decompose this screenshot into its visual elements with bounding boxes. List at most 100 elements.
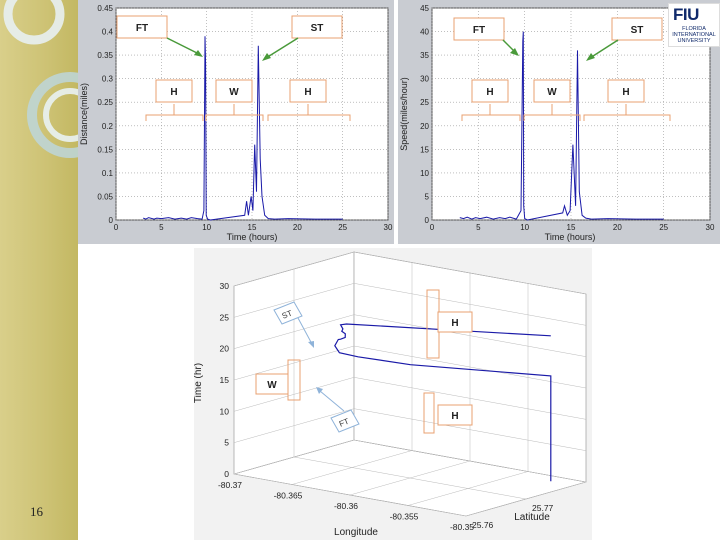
h-lower-label: H bbox=[451, 411, 458, 422]
time-tick-label: 25 bbox=[220, 312, 230, 322]
slide-sidebar: 16 bbox=[0, 0, 113, 540]
page-number: 16 bbox=[30, 504, 43, 519]
time-tick-label: 10 bbox=[220, 406, 230, 416]
st-box bbox=[611, 17, 663, 41]
latitude-tick-label: 25.76 bbox=[472, 520, 494, 530]
st-arrow bbox=[265, 37, 299, 59]
x-tick-label: 5 bbox=[476, 223, 481, 232]
y-tick-label: 45 bbox=[420, 4, 429, 13]
ft-box bbox=[116, 15, 168, 39]
y-tick-label: 0 bbox=[109, 216, 114, 225]
time-gridline bbox=[233, 283, 355, 318]
x-tick-label: 20 bbox=[293, 223, 302, 232]
y-tick-label: 5 bbox=[425, 192, 430, 201]
speed-y-axis-label: Speed(miles/hour) bbox=[399, 77, 409, 151]
distance-chart-panel: 0 5 10 15 20 25 30 0 0.05 0.1 0.15 0.2 0.25 0.3 0.35 0.… bbox=[78, 0, 394, 244]
longitude-tick-label: -80.355 bbox=[390, 512, 419, 522]
ft-arrow bbox=[319, 390, 345, 412]
x-tick-label: 0 bbox=[114, 223, 119, 232]
time-gridline bbox=[233, 408, 355, 443]
time-gridline bbox=[353, 251, 587, 295]
h1-label: H bbox=[486, 87, 493, 98]
ft-arrowhead bbox=[316, 387, 323, 394]
time-gridline bbox=[233, 439, 355, 475]
x-tick-label: 30 bbox=[706, 223, 715, 232]
x-tick-label: 25 bbox=[338, 223, 347, 232]
y-tick-label: 15 bbox=[420, 145, 429, 154]
st-arrow bbox=[297, 317, 313, 345]
distance-annotations: FT ST H W H bbox=[116, 15, 351, 121]
st-arrowhead bbox=[586, 53, 595, 61]
h1-bracket bbox=[461, 104, 521, 121]
h-upper-label: H bbox=[451, 318, 458, 329]
ft-arrow bbox=[166, 37, 200, 55]
h-upper-box bbox=[437, 311, 473, 333]
time-tick-label: 30 bbox=[220, 281, 230, 291]
h1-label: H bbox=[170, 87, 177, 98]
w-bracket bbox=[205, 104, 264, 121]
y-tick-label: 40 bbox=[420, 28, 429, 37]
st-box bbox=[273, 301, 303, 325]
h2-box bbox=[607, 79, 645, 103]
y-tick-label: 0.25 bbox=[97, 98, 113, 107]
x-tick-label: 30 bbox=[384, 223, 393, 232]
time-gridline bbox=[233, 251, 355, 287]
y-tick-label: 0.35 bbox=[97, 51, 113, 60]
longitude-tick-label: -80.36 bbox=[334, 501, 358, 511]
w-label: W bbox=[229, 87, 239, 98]
h-lower-bracket bbox=[423, 392, 435, 434]
latitude-gridline bbox=[293, 456, 527, 500]
speed-annotations: FT ST H W H bbox=[453, 17, 671, 121]
trajectory-3d-chart-panel: -80.37 -80.365 -80.36 -80.355 -80.35 25.76 25.… bbox=[194, 248, 592, 540]
ft-arrowhead bbox=[194, 50, 203, 57]
st-box bbox=[291, 15, 343, 39]
time-tick-label: 20 bbox=[220, 344, 230, 354]
time-axis-label: Time (hr) bbox=[194, 363, 204, 403]
w-bracket bbox=[523, 104, 581, 121]
latitude-tick-label: 25.77 bbox=[532, 503, 554, 513]
h2-box bbox=[289, 79, 327, 103]
x-tick-label: 10 bbox=[520, 223, 529, 232]
st-arrowhead bbox=[262, 53, 271, 61]
y-tick-label: 0.05 bbox=[97, 192, 113, 201]
y-tick-label: 0.15 bbox=[97, 145, 113, 154]
distance-x-axis-label: Time (hours) bbox=[227, 232, 278, 242]
y-tick-label: 0.2 bbox=[102, 122, 114, 131]
time-gridline bbox=[233, 377, 355, 412]
time-gridline bbox=[353, 283, 587, 326]
ft-box bbox=[453, 17, 505, 41]
y-tick-label: 30 bbox=[420, 75, 429, 84]
time-gridline bbox=[353, 439, 587, 483]
x-tick-label: 15 bbox=[567, 223, 576, 232]
trajectory-series-line bbox=[334, 323, 552, 482]
speed-chart: 0 5 10 15 20 25 30 0 5 10 15 20 25 30 35 40 45 FT ST H W… bbox=[399, 4, 715, 242]
y-tick-label: 25 bbox=[420, 98, 429, 107]
speed-series-line bbox=[459, 31, 664, 221]
x-tick-label: 20 bbox=[613, 223, 622, 232]
y-tick-label: 20 bbox=[420, 122, 429, 131]
w-box bbox=[533, 79, 571, 103]
fiu-logo-subtitle: FLORIDA INTERNATIONAL UNIVERSITY bbox=[672, 26, 716, 44]
time-gridline bbox=[353, 314, 587, 357]
longitude-tick-label: -80.35 bbox=[450, 522, 474, 532]
latitude-gridline bbox=[233, 473, 467, 517]
time-gridline bbox=[353, 377, 587, 420]
st-label: ST bbox=[631, 25, 644, 36]
h-lower-box bbox=[437, 404, 473, 426]
y-tick-label: 0.1 bbox=[102, 169, 114, 178]
speed-chart-panel: 0 5 10 15 20 25 30 0 5 10 15 20 25 30 35 40 45 FT ST H W… bbox=[398, 0, 720, 244]
ft-box bbox=[330, 409, 360, 433]
h2-label: H bbox=[622, 87, 629, 98]
x-tick-label: 10 bbox=[202, 223, 211, 232]
longitude-axis-label: Longitude bbox=[334, 527, 378, 538]
time-tick-label: 0 bbox=[224, 469, 229, 479]
w-box bbox=[255, 373, 289, 395]
st-arrow bbox=[589, 39, 619, 59]
ft-label: FT bbox=[473, 25, 485, 36]
time-gridline bbox=[353, 408, 587, 451]
distance-y-axis-label: Distance(miles) bbox=[79, 83, 89, 145]
longitude-tick-label: -80.365 bbox=[274, 491, 303, 501]
w-box bbox=[215, 79, 253, 103]
st-label: ST bbox=[311, 23, 324, 34]
